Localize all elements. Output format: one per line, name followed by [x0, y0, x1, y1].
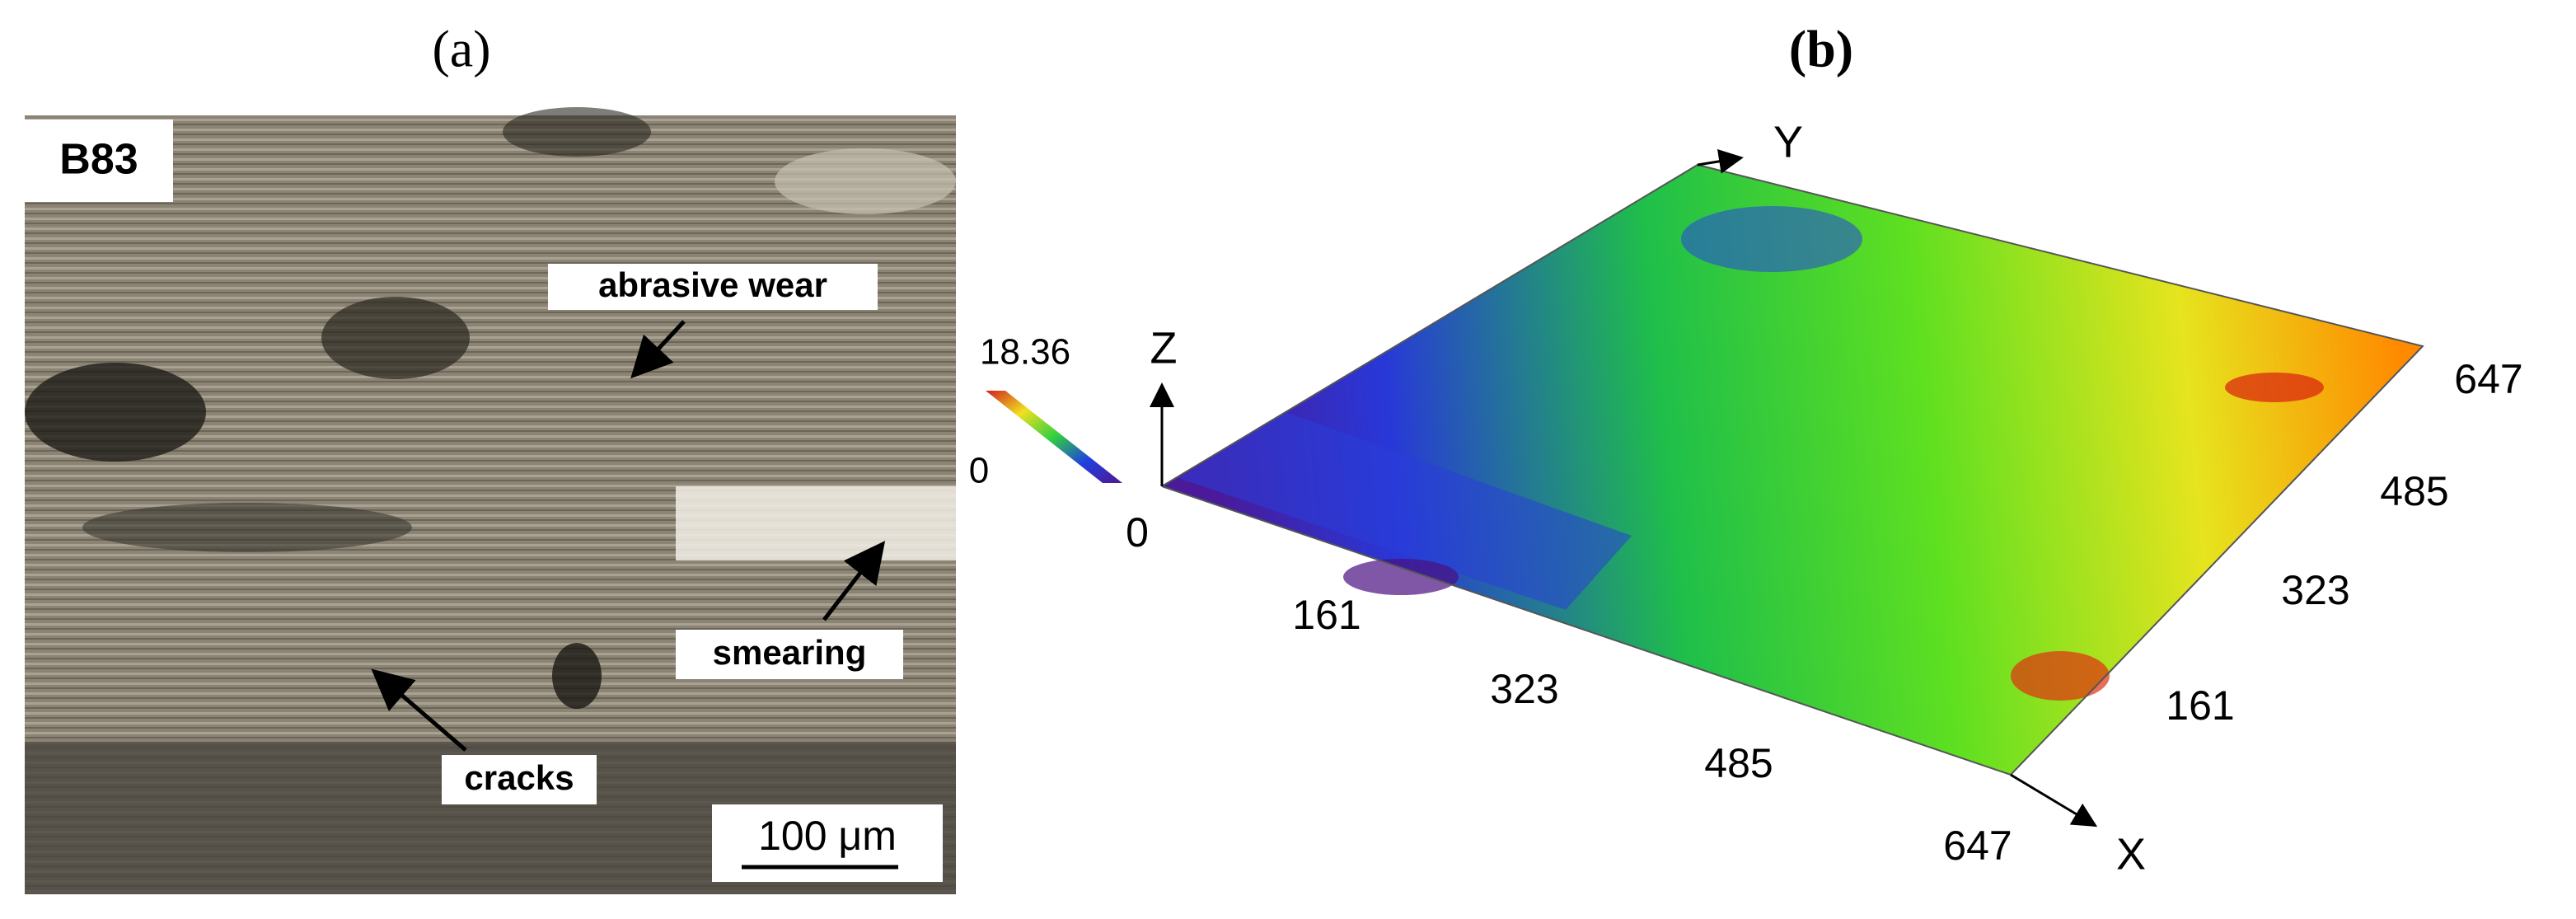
- sample-label: B83: [59, 136, 138, 184]
- axis-label: X: [2116, 829, 2146, 879]
- y-tick-label: 323: [2281, 567, 2349, 613]
- annotation-box: [676, 630, 903, 679]
- y-tick-label: 161: [2166, 682, 2234, 729]
- ticks: 0 161 323 485 647 161 323 485 647: [1126, 356, 2523, 869]
- panel-label: (a): [432, 20, 490, 78]
- arrow: [822, 541, 886, 621]
- scale-bar-label: 100 μm: [758, 813, 897, 859]
- x-tick-label: 323: [1490, 666, 1558, 712]
- y-axis: [1697, 148, 1744, 174]
- x-tick-label: 0: [1126, 509, 1149, 556]
- surface: [1161, 163, 2424, 776]
- axis-label: Z: [1150, 323, 1178, 373]
- x-tick-label: 647: [1943, 823, 2012, 869]
- x-axis: [2010, 773, 2098, 828]
- colorbar-min: 0: [969, 451, 989, 491]
- annotation-box: [442, 755, 597, 804]
- annotation: abrasive wear: [598, 265, 827, 304]
- axis-label: Y: [1773, 117, 1803, 166]
- colorbar-max: 18.36: [980, 332, 1070, 373]
- sample-box: [25, 120, 173, 202]
- x-tick-label: 161: [1292, 592, 1361, 638]
- arrow: [371, 668, 467, 752]
- x-tick-label: 485: [1704, 740, 1773, 786]
- annotation: smearing: [713, 633, 867, 672]
- colorbar: [986, 391, 1122, 483]
- y-tick-label: 647: [2454, 356, 2522, 402]
- y-tick-label: 485: [2380, 468, 2448, 514]
- panel-label: (b): [1789, 20, 1853, 78]
- arrow: [630, 320, 686, 379]
- annotation: cracks: [464, 758, 574, 797]
- annotation-box: [548, 264, 878, 310]
